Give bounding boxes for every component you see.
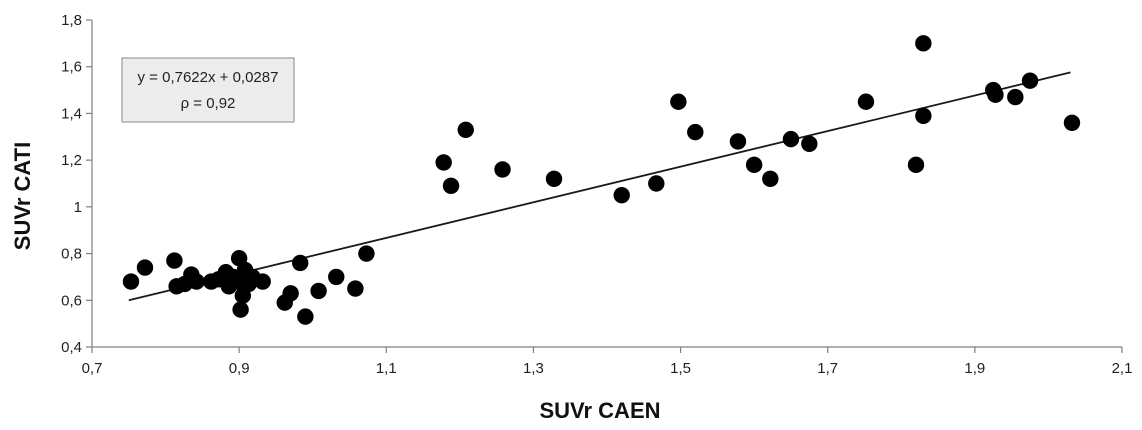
- data-point: [987, 86, 1004, 103]
- x-tick-label: 2,1: [1112, 360, 1133, 377]
- x-tick-label: 1,1: [376, 360, 397, 377]
- data-point: [435, 154, 452, 171]
- y-tick-label: 0,6: [61, 292, 82, 309]
- data-point: [915, 35, 932, 52]
- data-point: [729, 133, 747, 150]
- x-tick-label: 1,3: [523, 360, 544, 377]
- x-tick-label: 1,7: [817, 360, 838, 377]
- regression-equation: y = 0,7622x + 0,0287: [138, 69, 279, 86]
- equation-box-background: [121, 57, 295, 123]
- data-point: [188, 273, 205, 290]
- equation-box: y = 0,7622x + 0,0287 ρ = 0,92: [121, 57, 295, 123]
- data-point: [613, 186, 630, 204]
- y-tick-group: 0,4 0,6 0,8 1 1,2 1,4 1,6 1,8: [61, 12, 92, 356]
- x-tick-label: 1,5: [670, 360, 691, 377]
- data-point: [254, 273, 271, 290]
- correlation-coefficient: ρ = 0,92: [181, 95, 236, 112]
- data-point: [347, 280, 364, 297]
- data-point: [907, 156, 925, 174]
- data-point: [136, 259, 154, 276]
- y-tick-label: 0,8: [61, 246, 82, 263]
- x-tick-label: 0,9: [229, 360, 250, 377]
- data-point: [782, 130, 800, 148]
- regression-line: [128, 71, 1071, 302]
- data-point: [310, 282, 327, 300]
- y-tick-label: 1,4: [61, 105, 82, 122]
- data-point: [297, 308, 314, 325]
- data-point: [328, 268, 345, 286]
- data-point: [545, 170, 563, 188]
- axes: [91, 20, 1122, 348]
- data-point: [457, 121, 474, 138]
- data-points: [122, 35, 1081, 325]
- y-tick-label: 0,4: [61, 339, 82, 356]
- y-tick-label: 1: [74, 199, 82, 216]
- x-tick-label: 0,7: [82, 360, 103, 377]
- data-point: [801, 135, 818, 152]
- data-point: [1007, 88, 1024, 106]
- data-point: [648, 175, 665, 192]
- data-point: [232, 301, 249, 318]
- x-tick-group: 0,7 0,9 1,1 1,3 1,5 1,7 1,9 2,1: [82, 347, 1133, 377]
- x-tick-label: 1,9: [964, 360, 985, 377]
- y-tick-label: 1,8: [61, 12, 82, 29]
- data-point: [762, 170, 779, 188]
- data-point: [282, 285, 299, 302]
- data-point: [442, 177, 460, 195]
- data-point: [122, 273, 140, 290]
- data-point: [857, 93, 875, 110]
- data-point: [1063, 114, 1081, 131]
- data-point: [745, 156, 763, 174]
- x-axis-title: SUVr CAEN: [539, 398, 660, 423]
- data-point: [358, 245, 375, 262]
- data-point: [915, 107, 932, 124]
- y-tick-label: 1,6: [61, 59, 82, 76]
- y-tick-label: 1,2: [61, 152, 82, 169]
- data-point: [494, 161, 511, 178]
- data-point: [670, 93, 687, 110]
- data-point: [166, 252, 183, 269]
- y-axis-title: SUVr CATI: [10, 142, 35, 250]
- data-point: [292, 254, 309, 272]
- data-point: [687, 123, 704, 141]
- data-point: [1021, 72, 1039, 89]
